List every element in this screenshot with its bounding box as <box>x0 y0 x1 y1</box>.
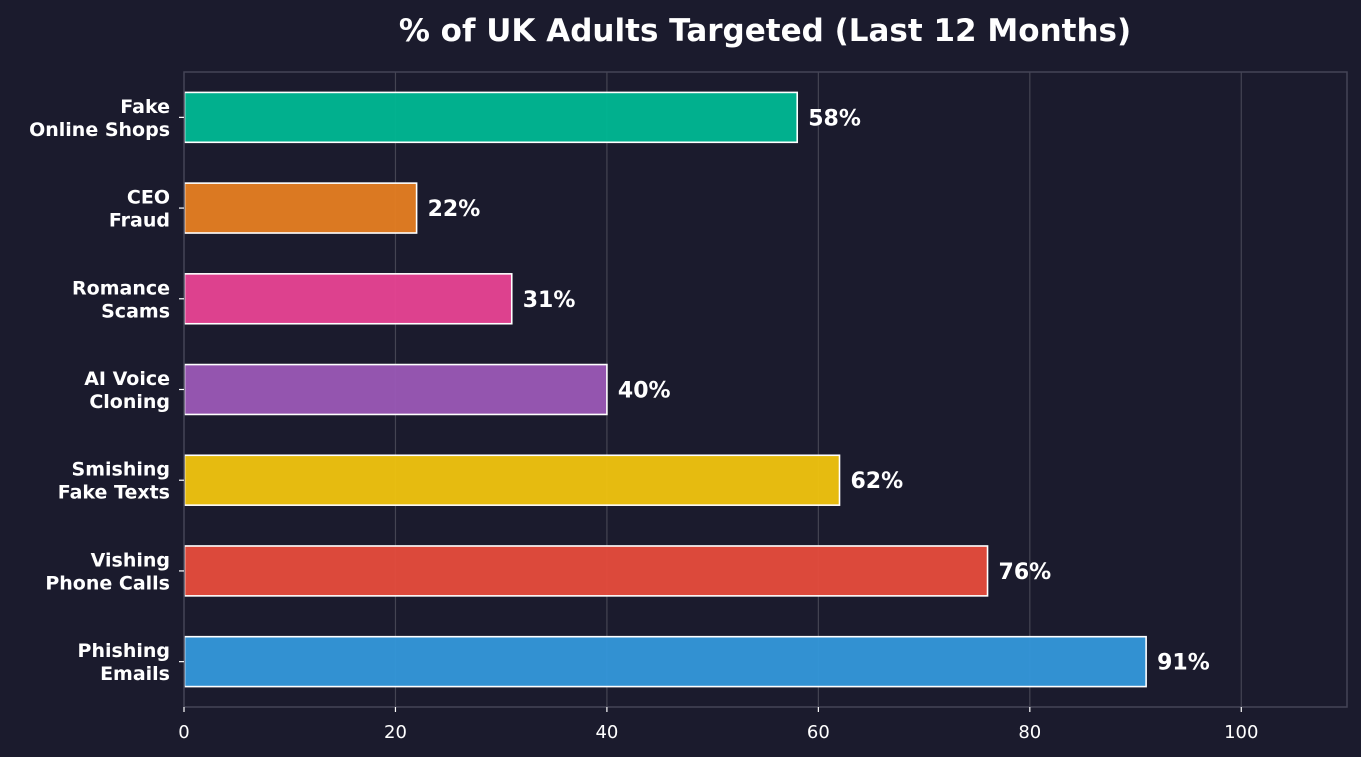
category-label: Cloning <box>89 391 170 413</box>
category-label: Online Shops <box>29 119 170 141</box>
value-label: 91% <box>1157 651 1210 676</box>
bar <box>183 182 418 234</box>
category-label: Smishing <box>72 459 170 481</box>
value-label: 40% <box>618 379 671 404</box>
category-label: Phone Calls <box>45 572 170 594</box>
bar <box>183 363 608 416</box>
x-tick-label: 80 <box>1018 722 1041 743</box>
bar <box>183 545 989 597</box>
category-label: Scams <box>101 300 170 322</box>
x-tick-label: 100 <box>1224 722 1258 743</box>
x-tick-label: 60 <box>807 722 830 743</box>
bar <box>183 454 841 506</box>
value-label: 62% <box>851 469 904 494</box>
x-tick-label: 40 <box>595 722 618 743</box>
bar <box>183 635 1147 688</box>
category-label: AI Voice <box>84 368 170 390</box>
category-label: Vishing <box>91 549 170 571</box>
x-tick-label: 0 <box>178 722 189 743</box>
bar <box>183 91 799 144</box>
value-label: 58% <box>808 106 861 131</box>
category-label: Emails <box>100 663 170 685</box>
chart-title: % of UK Adults Targeted (Last 12 Months) <box>399 13 1131 49</box>
category-label: Phishing <box>78 640 170 662</box>
bar <box>183 273 513 325</box>
category-label: Fake <box>120 96 170 118</box>
category-label: CEO <box>127 187 170 209</box>
value-label: 22% <box>428 197 481 222</box>
value-label: 76% <box>999 560 1052 585</box>
axis-layer: 0 20 40 60 80 100 <box>178 71 1348 743</box>
category-label: Fraud <box>109 210 170 232</box>
value-label: 31% <box>523 288 576 313</box>
category-label: Romance <box>72 277 170 299</box>
x-tick-label: 20 <box>384 722 407 743</box>
category-label: Fake Texts <box>58 482 170 504</box>
